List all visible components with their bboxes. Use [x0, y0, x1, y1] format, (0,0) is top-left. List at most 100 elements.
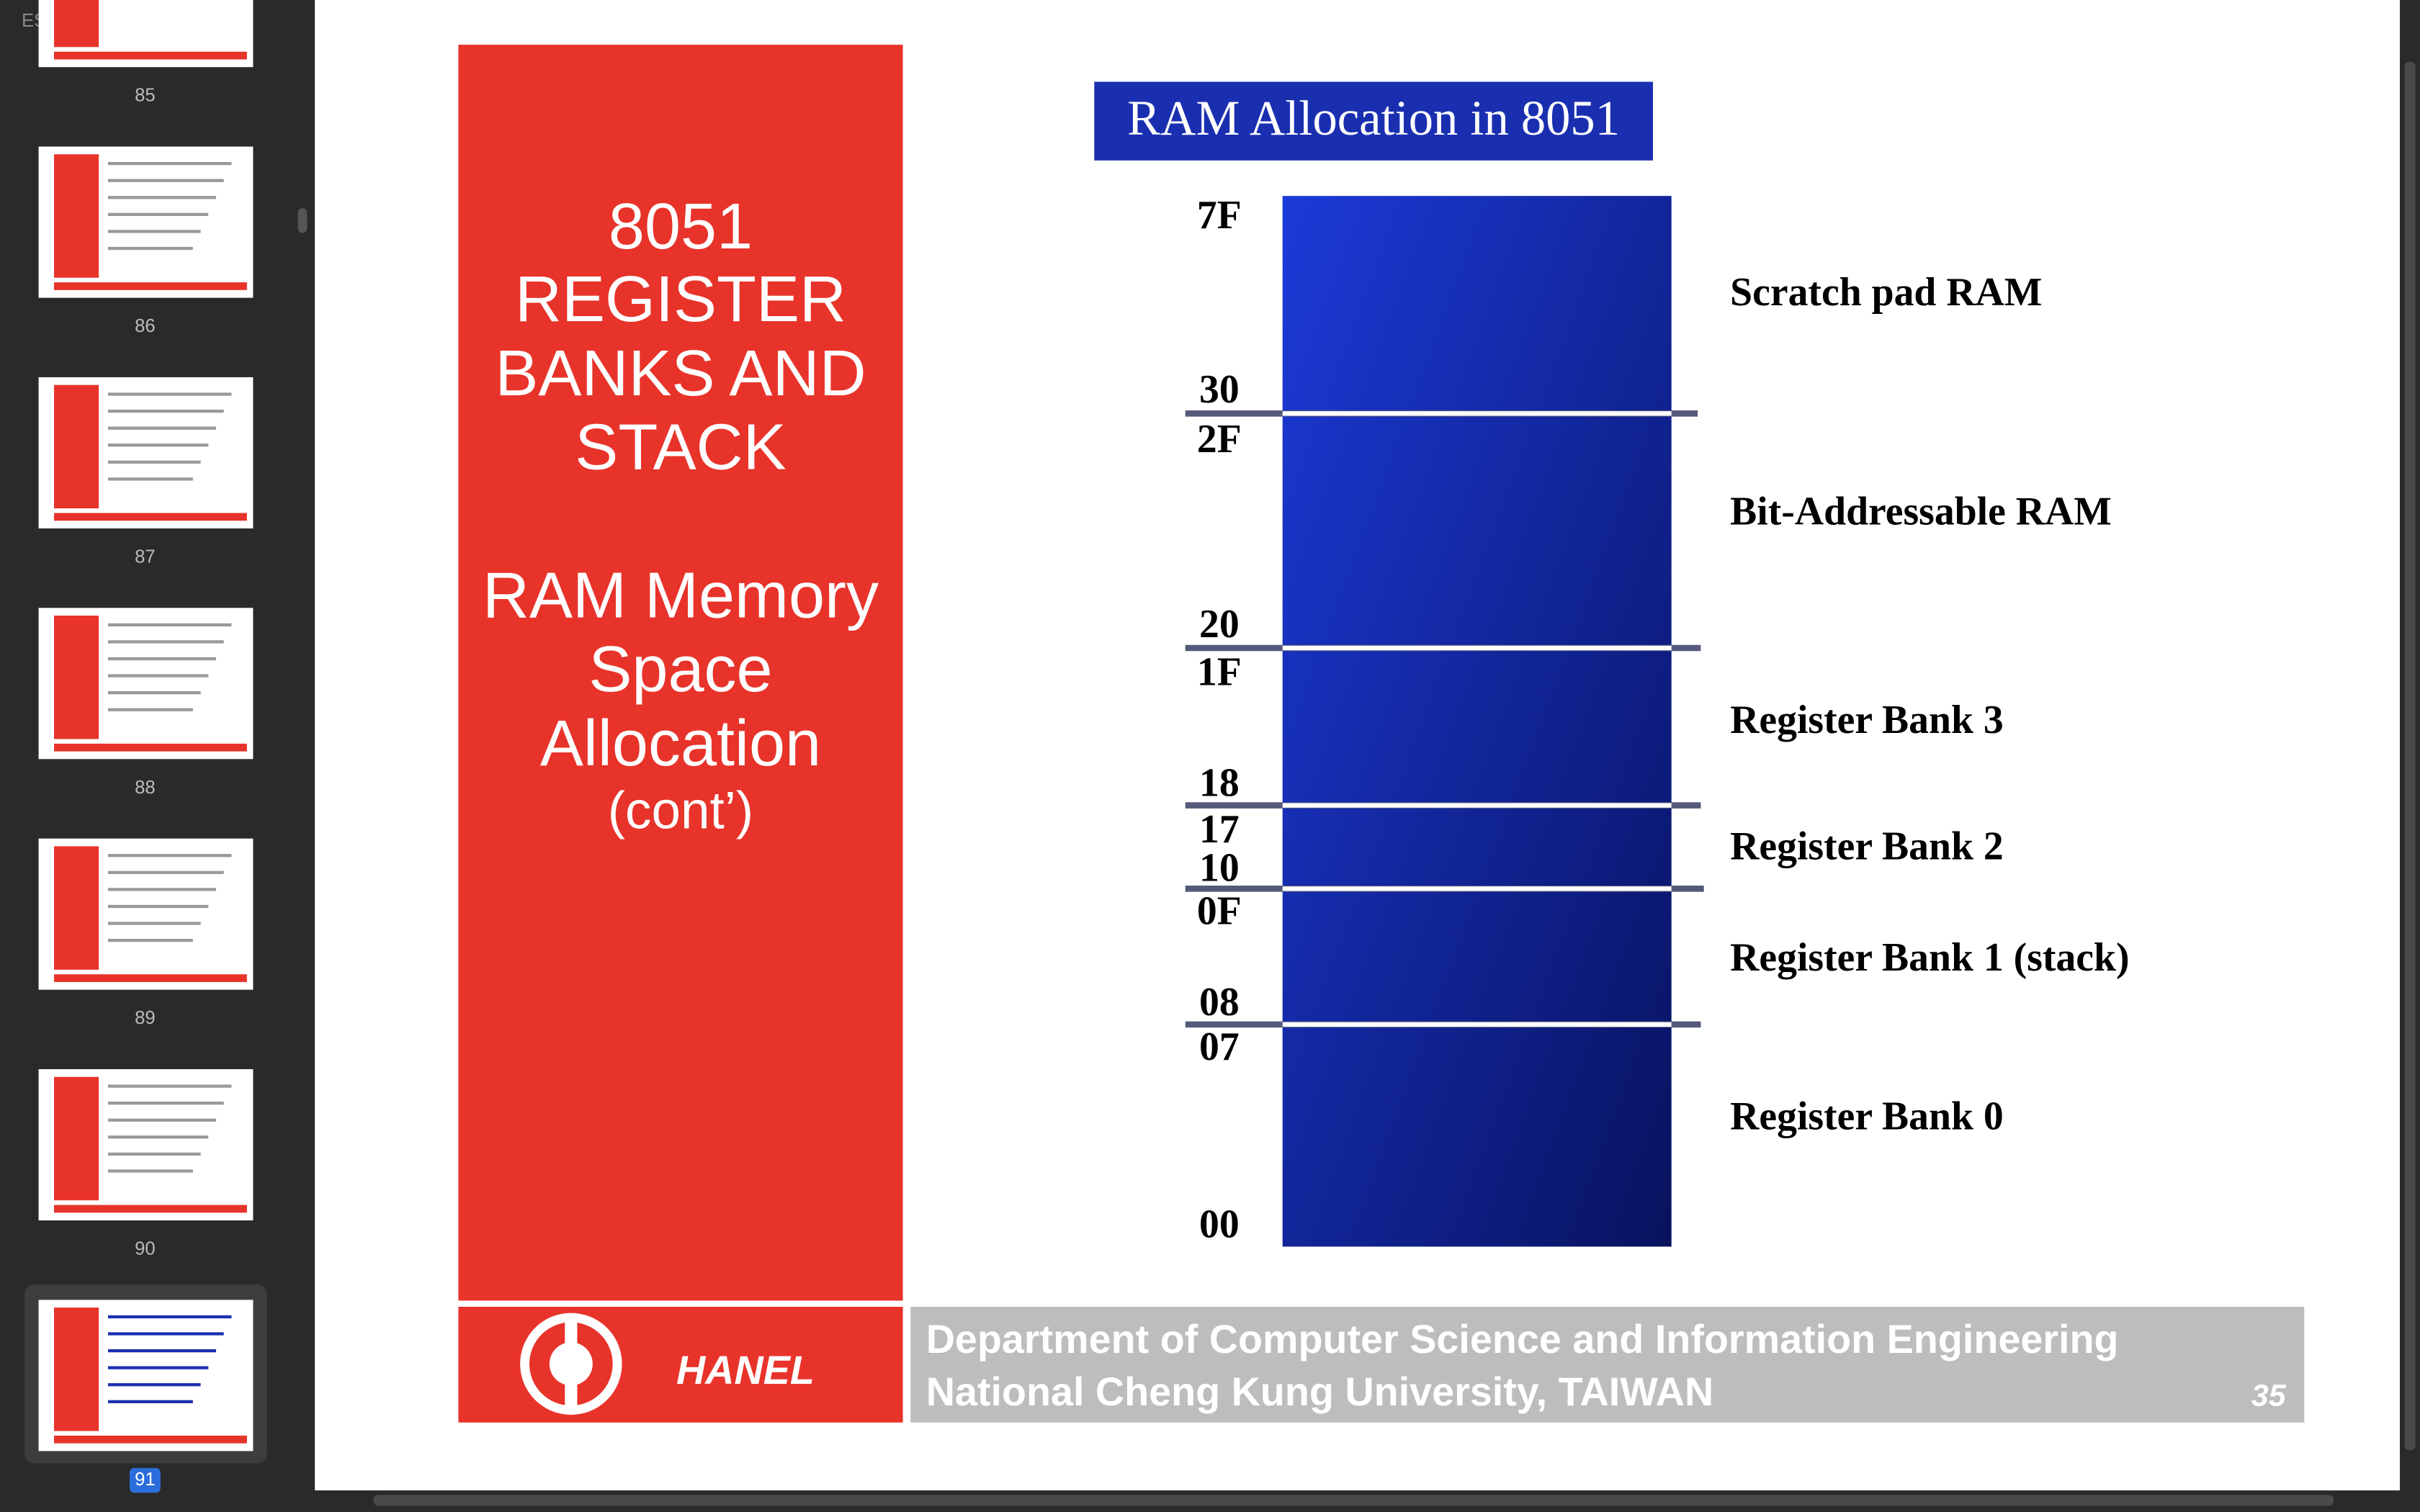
region-label: Register Bank 3: [1730, 698, 2004, 742]
chart-title: RAM Allocation in 8051: [1127, 91, 1620, 145]
address-label: 2F: [1197, 417, 1242, 462]
logo-panel: [458, 1307, 903, 1423]
thumbnail-red: [54, 384, 99, 509]
thumbnail-line: [108, 460, 201, 464]
address-label: 0F: [1197, 888, 1242, 933]
thumbnail-line: [108, 640, 224, 644]
thumbnail-footer: [54, 743, 247, 752]
thumbnail-line: [108, 409, 224, 413]
sidebar-scroll[interactable]: [297, 208, 308, 233]
title-line: BANKS AND: [495, 338, 866, 410]
thumbnail-line: [108, 230, 201, 233]
thumbnail-line: [108, 1118, 216, 1122]
thumbnail-line: [108, 1315, 232, 1319]
thumbnail-list: 85 86 87 88 89 90 91: [24, 0, 267, 1493]
thumbnail-red: [54, 1076, 99, 1201]
thumbnail[interactable]: [38, 838, 254, 990]
thumbnail-line: [108, 938, 193, 942]
scrollbar-thumb[interactable]: [2404, 61, 2416, 1451]
title-line: STACK: [575, 412, 786, 484]
subtitle-line: Allocation: [540, 708, 821, 780]
footer-line: National Cheng Kung University, TAIWAN: [926, 1369, 1713, 1414]
page-label: 89: [135, 1008, 156, 1028]
thumbnail-red: [54, 846, 99, 970]
address-label: 00: [1199, 1202, 1240, 1246]
thumbnail-footer: [54, 513, 247, 521]
thumbnail[interactable]: [38, 608, 254, 760]
title-line: 8051: [609, 191, 753, 263]
title-line: REGISTER: [515, 264, 846, 336]
thumbnail-line: [108, 477, 193, 481]
thumbnail-line: [108, 196, 216, 199]
thumbnail-footer: [54, 1205, 247, 1213]
thumbnail-line: [108, 1383, 201, 1387]
chart-title-box: [1094, 81, 1653, 161]
thumbnail[interactable]: [38, 0, 254, 68]
logo-text: HANEL: [676, 1348, 815, 1392]
thumbnail-line: [108, 1135, 209, 1139]
title-panel: [458, 45, 903, 1301]
address-label: 20: [1199, 602, 1240, 647]
thumbnail-line: [108, 674, 209, 678]
thumbnail-line: [108, 708, 193, 711]
footer-panel: [910, 1307, 2305, 1423]
thumbnail-line: [108, 922, 201, 925]
thumbnail[interactable]: [38, 1300, 254, 1452]
address-label: 07: [1199, 1025, 1240, 1069]
address-label: 10: [1199, 845, 1240, 890]
thumbnail-line: [108, 1152, 201, 1156]
logo: [520, 1313, 622, 1415]
thumbnail-red: [54, 0, 99, 48]
footer-line: Department of Computer Science and Infor…: [926, 1317, 2119, 1362]
thumbnail-line: [108, 1169, 193, 1173]
thumbnail-line: [108, 1332, 224, 1336]
thumbnail-line: [108, 1400, 193, 1403]
memory-bar: [1282, 196, 1672, 1247]
address-label: 18: [1199, 761, 1240, 806]
address-label: 7F: [1197, 193, 1242, 238]
thumbnail-line: [108, 246, 193, 251]
thumbnail-line: [108, 179, 224, 182]
thumbnail[interactable]: [38, 377, 254, 528]
thumbnail-red: [54, 616, 99, 739]
subtitle-line: Space: [588, 634, 772, 706]
region-label: Register Bank 0: [1730, 1094, 2004, 1138]
thumbnail[interactable]: [38, 146, 254, 298]
subtitle-line: (cont’): [608, 782, 753, 840]
thumbnail-line: [108, 392, 232, 396]
page-badge: [130, 1467, 161, 1493]
region-label: Bit-Addressable RAM: [1730, 489, 2112, 534]
page-label: 91: [135, 1470, 156, 1490]
address-label: 17: [1199, 807, 1240, 852]
region-label: Register Bank 1 (stack): [1730, 935, 2129, 980]
thumbnail-footer: [54, 282, 247, 290]
thumbnail-line: [108, 1084, 232, 1088]
thumbnail-line: [108, 162, 232, 166]
thumbnail-line: [108, 444, 209, 447]
thumbnail-line: [108, 657, 216, 661]
page-number: 35: [2251, 1379, 2287, 1413]
thumbnail-line: [108, 904, 209, 909]
thumbnail-footer: [54, 51, 247, 60]
thumbnail-line: [108, 888, 216, 891]
thumbnail-line: [108, 870, 224, 874]
thumbnail-line: [108, 854, 232, 858]
thumbnail-red: [54, 154, 99, 278]
h-scrollbar-thumb[interactable]: [373, 1495, 2334, 1506]
thumbnail[interactable]: [38, 1069, 254, 1220]
page-label: 85: [135, 86, 156, 106]
thumbnail-footer: [54, 1435, 247, 1444]
thumbnail-line: [108, 1102, 224, 1105]
page-label: 87: [135, 546, 156, 567]
region-label: Register Bank 2: [1730, 824, 2004, 868]
page-label: 86: [135, 316, 156, 336]
thumbnail-line: [108, 212, 209, 216]
page-label: 90: [135, 1239, 156, 1259]
thumbnail-line: [108, 1366, 209, 1369]
address-label: 1F: [1197, 649, 1242, 694]
thumbnail-line: [108, 691, 201, 695]
page-label: 88: [135, 778, 156, 798]
thumbnail-red: [54, 1308, 99, 1431]
